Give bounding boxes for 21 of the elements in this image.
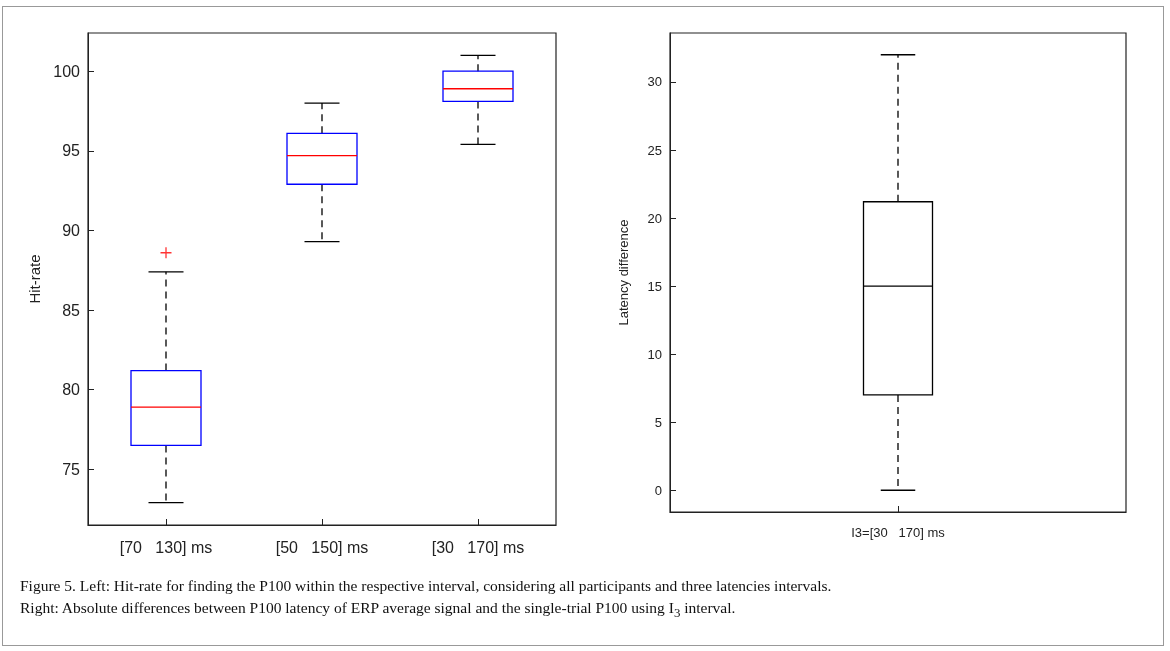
y-tick-label: 10 (647, 346, 662, 362)
y-tick-label: 100 (53, 62, 81, 80)
x-tick-label: [50 150] ms (275, 538, 369, 556)
x-tick-label: I3=[30 170] ms (851, 525, 946, 540)
x-tick-label: [70 130] ms (119, 538, 213, 556)
y-axis-title: Latency difference (616, 219, 631, 326)
y-tick-label: 30 (647, 74, 662, 90)
y-tick-label: 95 (62, 142, 81, 160)
y-tick-label: 25 (647, 142, 662, 158)
y-axis-title: Hit-rate (26, 254, 43, 304)
y-tick-label: 15 (647, 278, 662, 294)
y-tick-label: 90 (62, 221, 81, 239)
y-tick-label: 80 (62, 381, 81, 399)
x-tick-label: [30 170] ms (431, 538, 525, 556)
y-tick-label: 0 (654, 482, 662, 498)
y-tick-label: 5 (654, 414, 662, 430)
text: Right: Absolute differences between P100 latency of ERP average signal and the single-trial P100 using I$_{3}$ interval. (20, 598, 737, 623)
y-tick-label: 85 (62, 301, 81, 319)
y-tick-label: 20 (647, 210, 662, 226)
caption: Figure 5. Left: Hit-rate for finding the P100 within the respective interval, considering all participants and three latencies intervals. (20, 576, 833, 596)
y-tick-label: 75 (62, 460, 81, 478)
